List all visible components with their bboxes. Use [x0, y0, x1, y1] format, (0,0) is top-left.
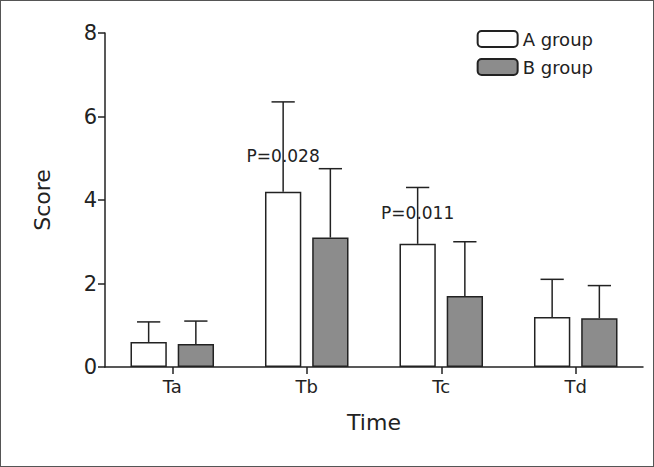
svg-text:B group: B group [523, 57, 593, 78]
svg-text:4: 4 [84, 188, 97, 212]
svg-text:0: 0 [84, 355, 97, 379]
svg-text:Tb: Tb [295, 376, 318, 397]
svg-text:6: 6 [84, 105, 97, 129]
svg-text:A group: A group [523, 29, 593, 50]
svg-text:Score: Score [30, 169, 55, 231]
svg-text:P=0.028: P=0.028 [247, 146, 320, 166]
svg-text:Ta: Ta [162, 376, 182, 397]
svg-text:2: 2 [84, 272, 97, 296]
svg-text:Time: Time [346, 410, 401, 435]
svg-text:P=0.011: P=0.011 [381, 203, 454, 223]
svg-text:8: 8 [84, 21, 97, 45]
svg-text:Tc: Tc [431, 376, 450, 397]
svg-text:Td: Td [564, 376, 587, 397]
